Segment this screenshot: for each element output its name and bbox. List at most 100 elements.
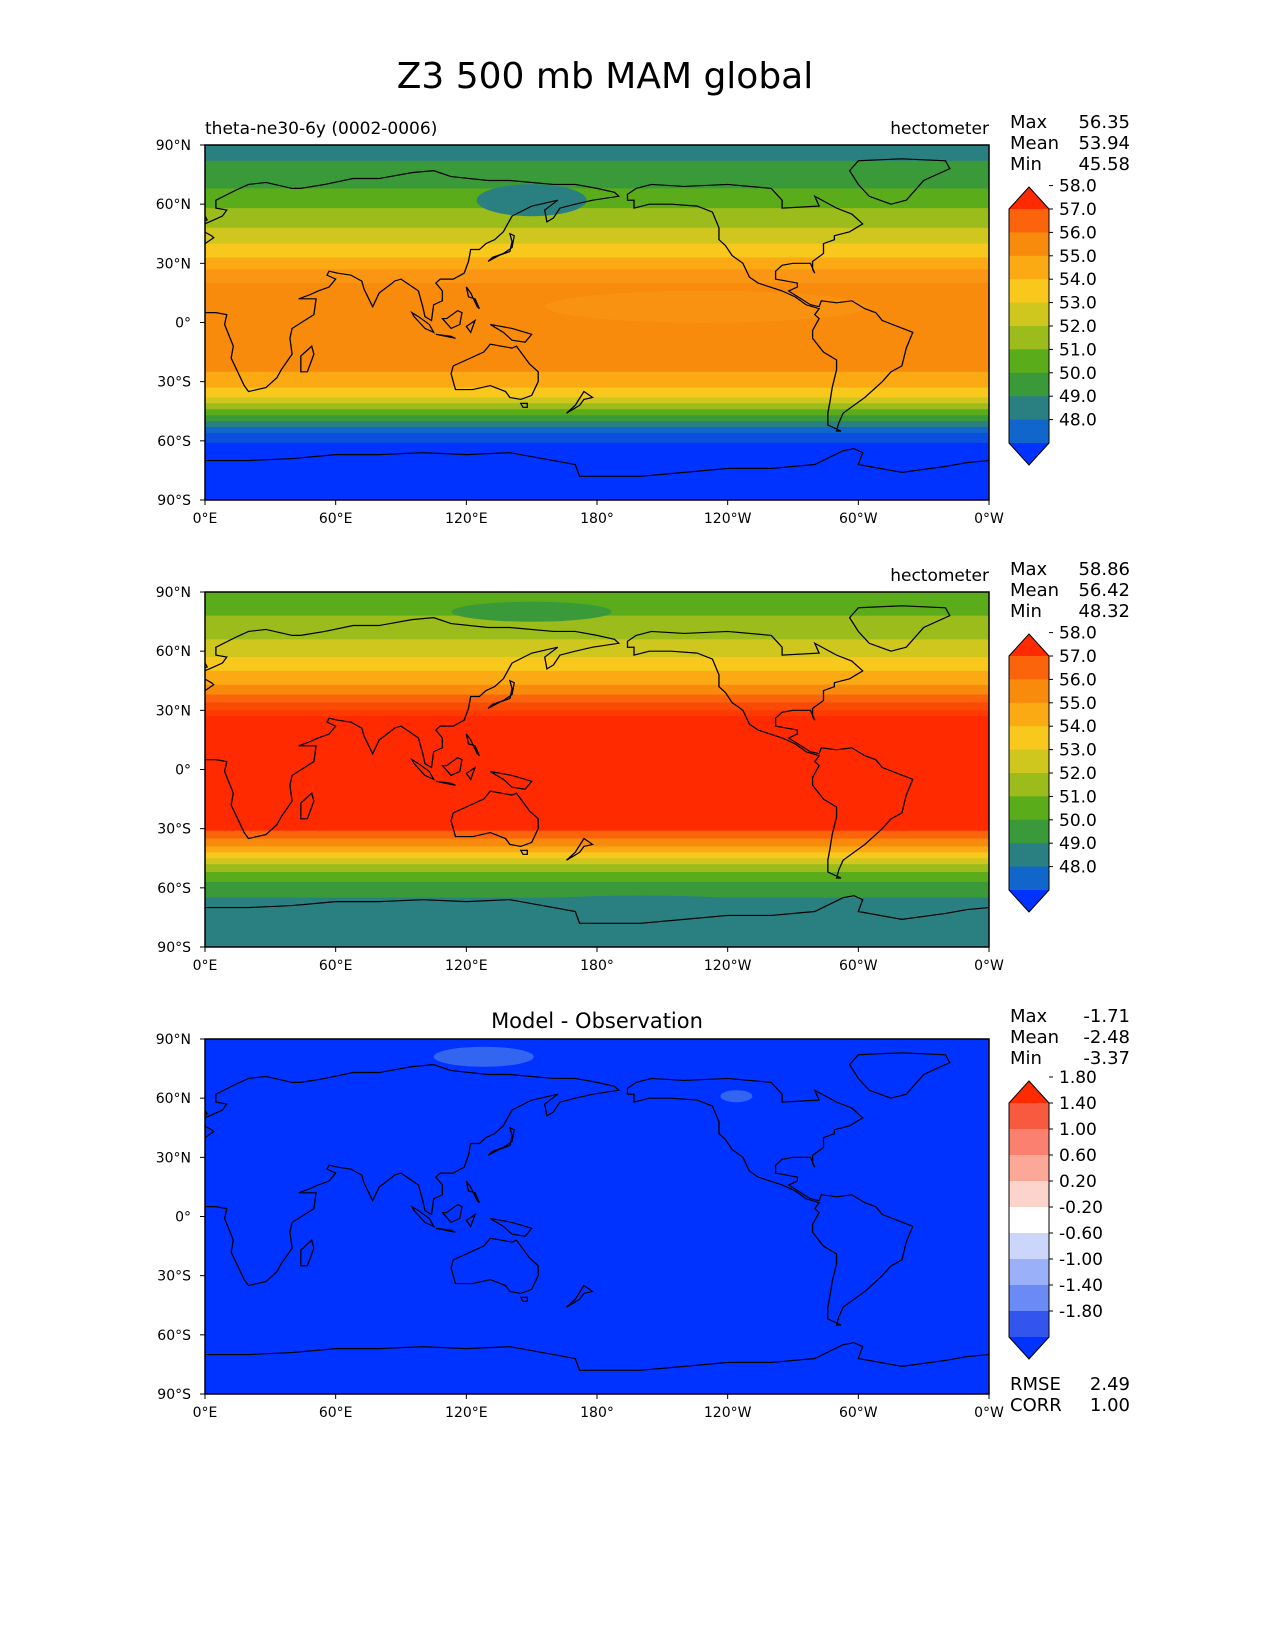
colorbar-level: 0.20: [1059, 1172, 1097, 1192]
contour-band: [205, 371, 989, 389]
colorbar: 48.0 49.0 50.0 51.0 52.0 53.0 54.0 55.0 56.0 57.0…: [1008, 177, 1097, 466]
x-tick-label: 180°: [580, 958, 614, 974]
x-tick-label: 0°E: [193, 511, 218, 527]
x-tick-label: 60°W: [839, 511, 878, 527]
y-tick-label: 30°N: [156, 256, 191, 272]
colorbar-segment: [1009, 372, 1049, 397]
panel-title-left: theta-ne30-6y (0002-0006): [205, 119, 437, 139]
contour-band: [205, 694, 989, 704]
contour-band: [205, 657, 989, 672]
stat-value: 58.86: [1078, 559, 1130, 580]
y-tick-label: 0°: [175, 763, 191, 779]
colorbar-level: 57.0: [1059, 647, 1097, 667]
colorbar-level: 49.0: [1059, 387, 1097, 407]
x-tick-label: 60°E: [319, 511, 353, 527]
x-tick-label: 120°E: [445, 511, 488, 527]
stat-value: 56.42: [1078, 580, 1130, 601]
colorbar-level: 55.0: [1059, 694, 1097, 714]
colorbar-level: 58.0: [1059, 624, 1097, 644]
stat-value: 48.32: [1078, 601, 1130, 622]
colorbar-segment: [1009, 1311, 1049, 1338]
contour-band: [205, 710, 989, 717]
panel-units: hectometer: [890, 566, 989, 586]
x-tick-label: 120°E: [445, 1405, 488, 1421]
contour-band: [205, 243, 989, 259]
contour-band: [205, 864, 989, 873]
x-tick-label: 0°W: [974, 511, 1004, 527]
footer-stat-value: 2.49: [1090, 1374, 1130, 1395]
colorbar-segment: [1009, 396, 1049, 421]
colorbar-segment: [1009, 843, 1049, 868]
colorbar-segment: [1009, 349, 1049, 374]
stat-label: Max: [1010, 559, 1048, 580]
colorbar-segment: [1009, 419, 1049, 444]
contour-lobe: [433, 1046, 534, 1067]
x-tick-label: 120°W: [704, 511, 752, 527]
colorbar-segment: [1009, 679, 1049, 704]
colorbar-segment: [1009, 702, 1049, 727]
contour-band: [205, 852, 989, 859]
stat-value: 53.94: [1078, 133, 1130, 154]
contour-band: [205, 257, 989, 270]
y-tick-label: 0°: [175, 316, 191, 332]
footer-stat-value: 1.00: [1090, 1395, 1130, 1416]
y-tick-label: 90°S: [157, 1387, 191, 1403]
contour-band: [205, 702, 989, 711]
colorbar-level: 50.0: [1059, 364, 1097, 384]
x-tick-label: 0°E: [193, 1405, 218, 1421]
contour-band: [205, 427, 989, 434]
contour-band: [205, 145, 989, 162]
map-field: [205, 592, 989, 947]
colorbar-segment: [1009, 1259, 1049, 1286]
contour-lobe: [451, 601, 612, 622]
contour-band: [205, 415, 989, 422]
contour-lobe: [720, 1090, 753, 1103]
y-tick-label: 30°N: [156, 1150, 191, 1166]
y-tick-label: 60°S: [157, 434, 191, 450]
colorbar-segment: [1009, 1233, 1049, 1260]
contour-band: [205, 615, 989, 640]
contour-band: [205, 716, 989, 832]
colorbar-level: 49.0: [1059, 834, 1097, 854]
colorbar-level: 50.0: [1059, 811, 1097, 831]
y-tick-label: 90°N: [156, 585, 191, 601]
colorbar-level: 55.0: [1059, 247, 1097, 267]
colorbar-level: 51.0: [1059, 787, 1097, 807]
colorbar-level: -0.60: [1059, 1224, 1103, 1244]
x-tick-label: 0°W: [974, 1405, 1004, 1421]
contour-band: [205, 670, 989, 686]
stat-label: Mean: [1010, 133, 1059, 154]
colorbar-segment: [1009, 819, 1049, 844]
x-tick-label: 120°W: [704, 958, 752, 974]
contour-band: [205, 387, 989, 399]
y-tick-label: 90°S: [157, 493, 191, 509]
footer-stat-label: RMSE: [1010, 1374, 1061, 1395]
contour-band: [205, 881, 989, 899]
map-panel-difference: 0°E 60°E 120°E 180° 120°W 60°W 0°W 90°N 60°N 30°N…: [156, 1006, 1130, 1421]
panels: 0°E 60°E 120°E 180° 120°W 60°W 0°W 90°N 60°N 30°N…: [156, 112, 1130, 1421]
map-panel-test: 0°E 60°E 120°E 180° 120°W 60°W 0°W 90°N 60°N 30°N…: [156, 112, 1130, 527]
colorbar-level: 48.0: [1059, 411, 1097, 431]
stat-label: Max: [1010, 112, 1048, 133]
colorbar-level: 56.0: [1059, 223, 1097, 243]
contour-band: [205, 421, 989, 428]
y-tick-label: 60°N: [156, 1091, 191, 1107]
contour-band: [205, 846, 989, 853]
colorbar-level: -0.20: [1059, 1198, 1103, 1218]
contour-band: [205, 403, 989, 410]
y-tick-label: 30°S: [157, 822, 191, 838]
y-tick-label: 30°N: [156, 703, 191, 719]
x-tick-label: 180°: [580, 1405, 614, 1421]
colorbar-segment: [1009, 796, 1049, 821]
colorbar-segment: [1009, 1129, 1049, 1156]
colorbar-outline: [1008, 186, 1050, 466]
contour-band: [205, 409, 989, 416]
y-tick-label: 60°N: [156, 644, 191, 660]
contour-band: [205, 269, 989, 284]
stat-label: Mean: [1010, 1027, 1059, 1048]
colorbar-level: 54.0: [1059, 717, 1097, 737]
colorbar-level: 54.0: [1059, 270, 1097, 290]
contour-band: [205, 830, 989, 840]
colorbar-segment: [1009, 749, 1049, 774]
